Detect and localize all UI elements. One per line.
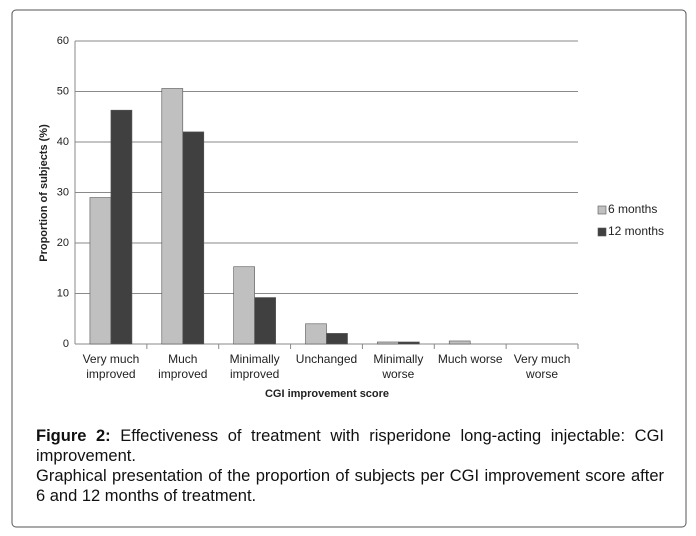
legend-swatch xyxy=(597,205,607,215)
legend-swatch xyxy=(597,227,607,237)
bar xyxy=(89,197,112,345)
bar xyxy=(305,323,327,345)
bar xyxy=(110,109,133,345)
bar xyxy=(398,341,420,345)
bar xyxy=(326,333,348,345)
bar xyxy=(448,340,471,345)
legend-label: 12 months xyxy=(608,224,664,238)
bar xyxy=(377,341,399,345)
caption: Figure 2: Effectiveness of treatment wit… xyxy=(36,426,664,506)
bar xyxy=(182,131,205,345)
legend-label: 6 months xyxy=(608,202,657,216)
y-tick-label: 0 xyxy=(63,338,69,350)
caption-text: Graphical presentation of the proportion… xyxy=(36,467,664,505)
y-tick-label: 60 xyxy=(57,35,69,47)
y-tick-label: 10 xyxy=(57,287,69,299)
y-tick-label: 40 xyxy=(57,136,69,148)
caption-title: Effectiveness of treatment with risperid… xyxy=(36,427,664,465)
x-tick-label: Minimally worse xyxy=(373,352,424,381)
bar xyxy=(161,88,184,345)
caption-label: Figure 2: xyxy=(36,427,111,445)
y-tick-label: 50 xyxy=(57,85,69,97)
x-tick-label: Minimally improved xyxy=(229,352,280,381)
x-axis-title: CGI improvement score xyxy=(265,388,389,400)
x-tick-label: Much improved xyxy=(158,352,208,381)
x-tick-label: Very much worse xyxy=(513,352,571,381)
y-tick-label: 30 xyxy=(57,186,69,198)
frame xyxy=(11,9,687,528)
x-tick-label: Much worse xyxy=(437,352,503,366)
y-tick-label: 20 xyxy=(57,237,69,249)
bar xyxy=(233,266,255,345)
bar xyxy=(254,297,276,345)
x-tick-label: Unchanged xyxy=(295,352,358,366)
y-axis-title: Proportion of subjects (%) xyxy=(38,124,50,262)
x-tick-label: Very much improved xyxy=(82,352,140,381)
